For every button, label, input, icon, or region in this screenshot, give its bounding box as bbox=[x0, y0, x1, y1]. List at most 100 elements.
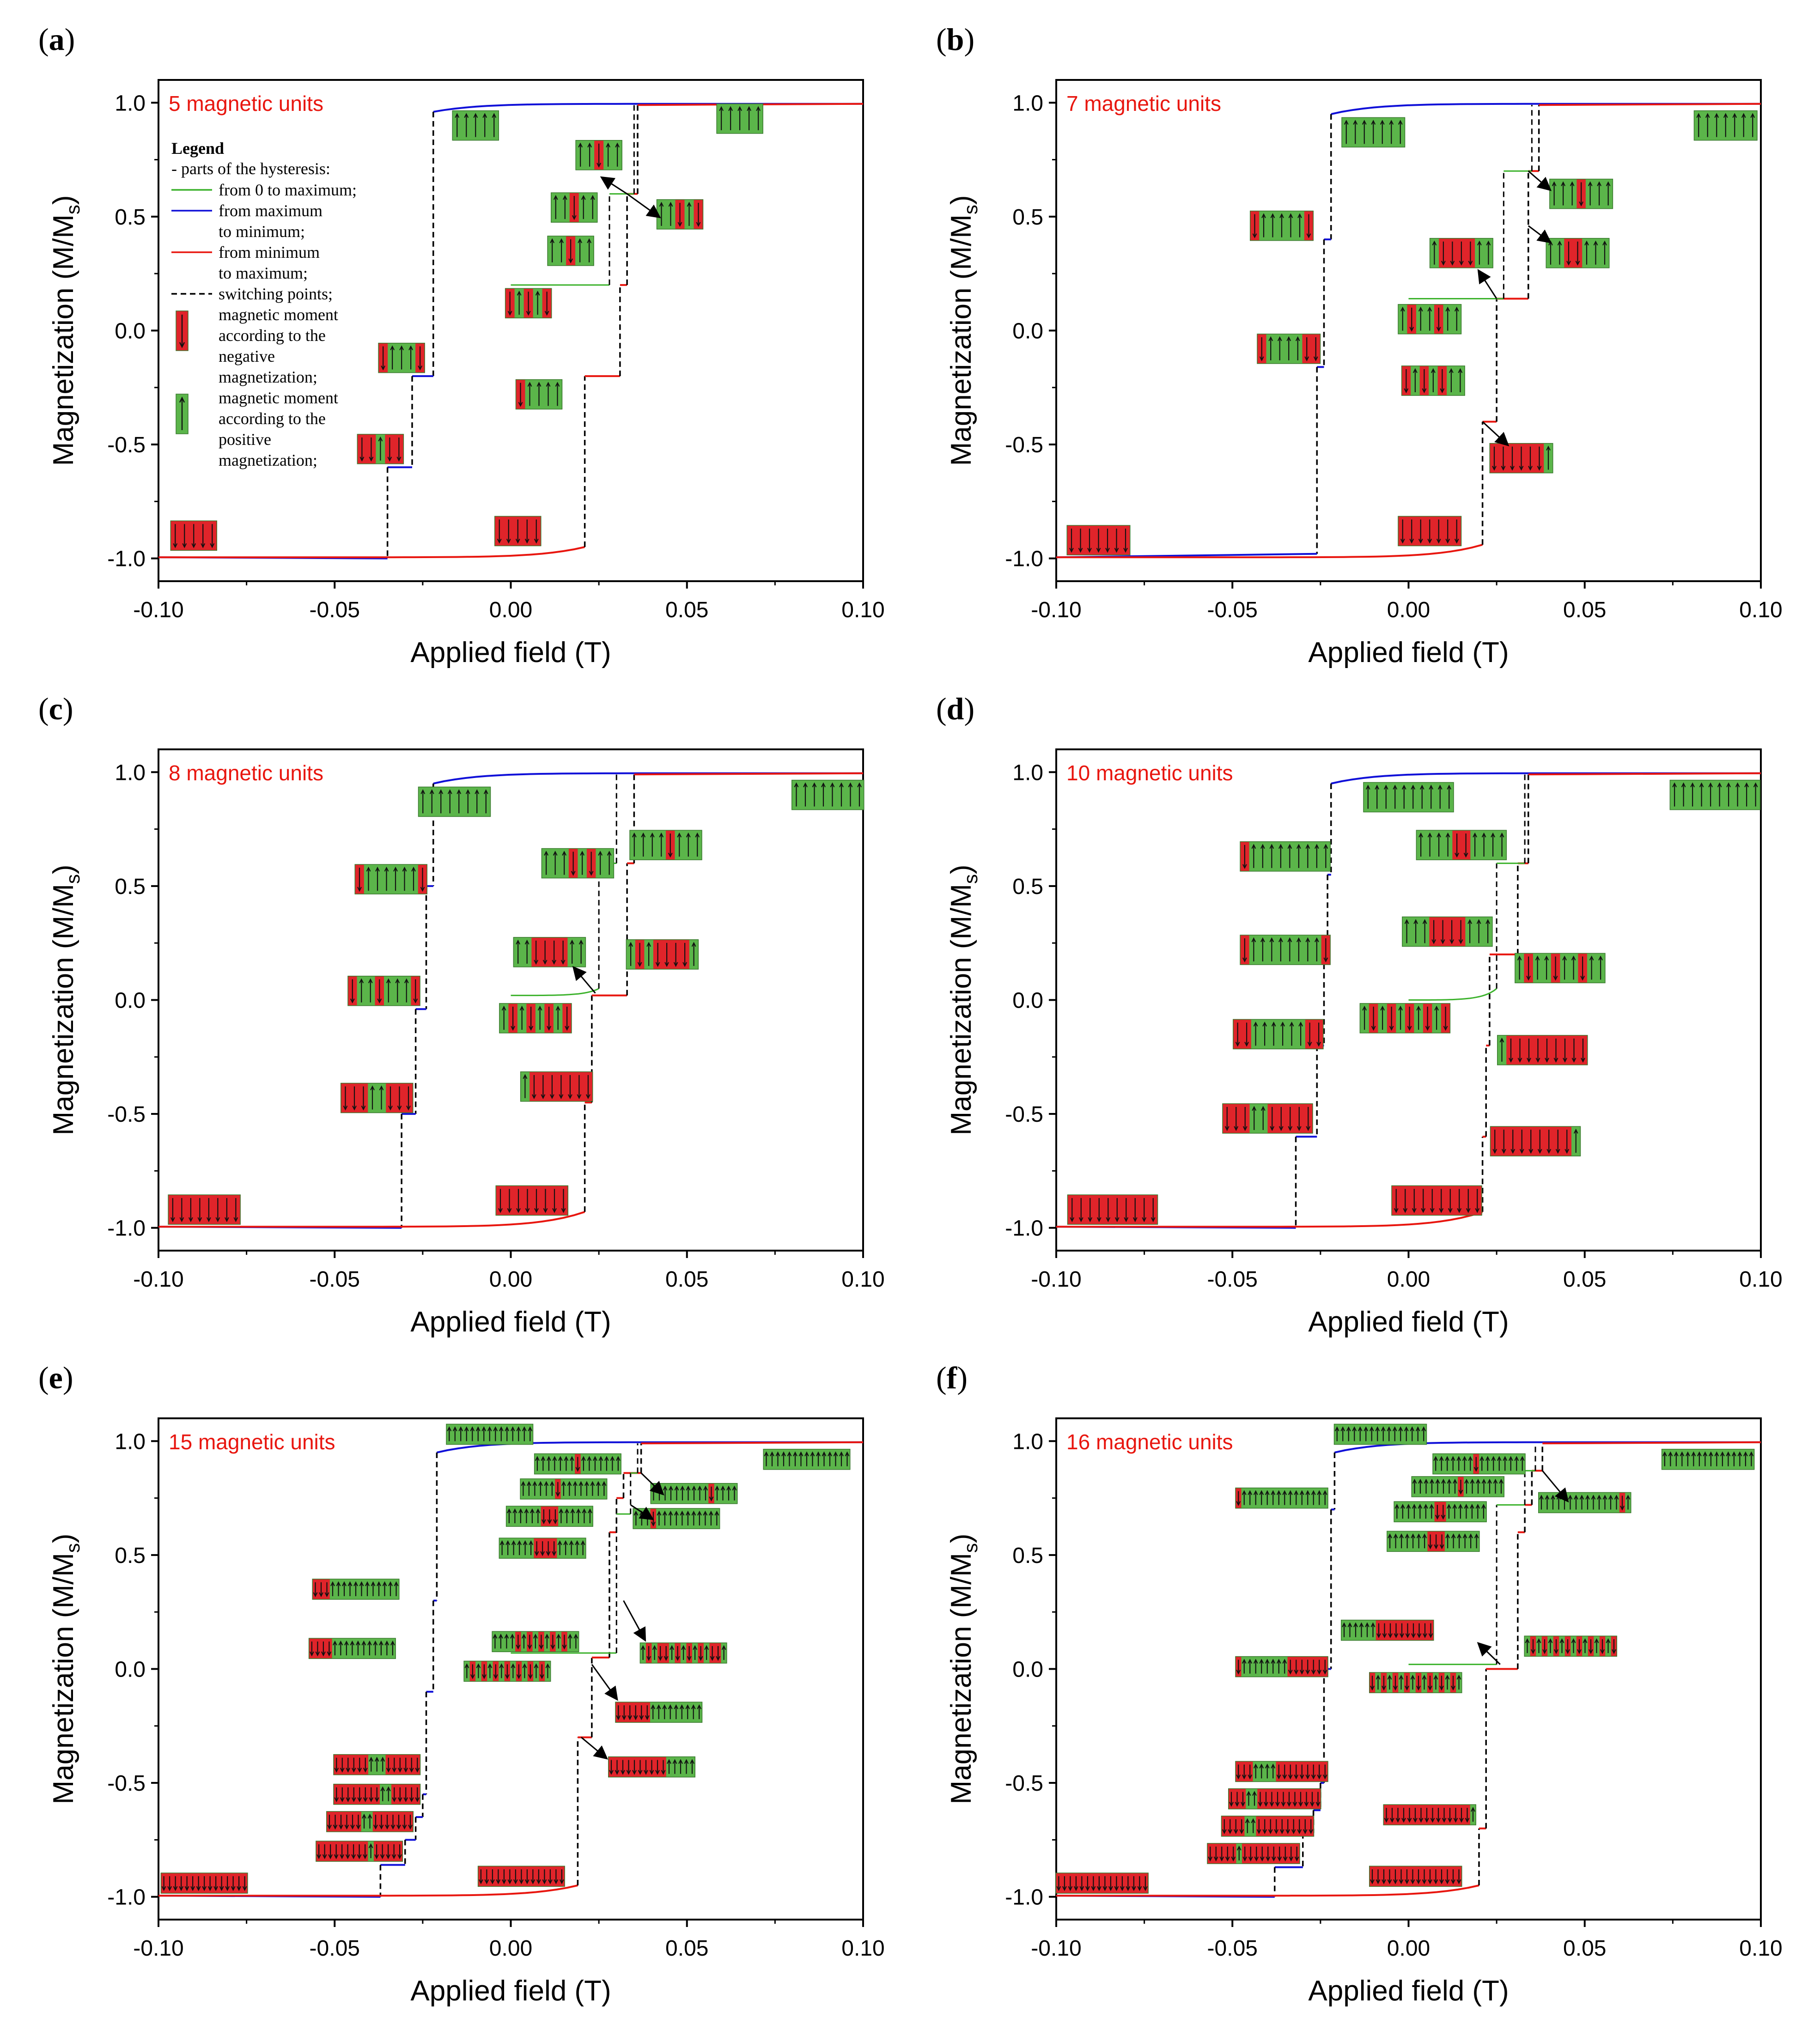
arrow-head-icon bbox=[1422, 1533, 1427, 1538]
arrow-head-icon bbox=[690, 1759, 694, 1764]
arrow-head-icon bbox=[1229, 1802, 1234, 1807]
arrow-head-icon bbox=[1493, 1478, 1498, 1484]
arrow-head-icon bbox=[1462, 1533, 1467, 1538]
arrow-head-icon bbox=[1457, 1208, 1462, 1213]
arrow-head-icon bbox=[1517, 955, 1522, 960]
arrow-head-icon bbox=[1537, 466, 1542, 471]
arrow-head-icon bbox=[1393, 1533, 1398, 1538]
ascending-branch bbox=[158, 546, 585, 559]
arrow-head-icon bbox=[1288, 213, 1293, 219]
arrow-head-icon bbox=[394, 1581, 399, 1586]
arrow-head-icon bbox=[526, 1481, 531, 1486]
arrow-head-icon bbox=[1405, 1879, 1409, 1884]
arrow-head-icon bbox=[572, 1481, 578, 1486]
arrow-head-icon bbox=[1447, 784, 1452, 790]
arrow-head-icon bbox=[190, 1886, 195, 1891]
arrow-head-icon bbox=[1269, 844, 1274, 849]
arrow-head-icon bbox=[1602, 1495, 1607, 1500]
arrow-head-icon bbox=[1394, 1208, 1399, 1213]
x-tick-label: 0.05 bbox=[1563, 598, 1606, 622]
arrow-head-icon bbox=[1265, 1490, 1270, 1495]
arrow-head-icon bbox=[523, 1074, 528, 1079]
arrow-head-icon bbox=[1456, 1456, 1461, 1461]
arrow-head-icon bbox=[526, 310, 531, 316]
moment-config-border bbox=[1055, 1872, 1149, 1894]
arrow-head-icon bbox=[1691, 1451, 1696, 1457]
x-tick-label: -0.10 bbox=[1031, 1936, 1081, 1961]
arrow-head-icon bbox=[530, 1508, 535, 1513]
arrow-head-icon bbox=[1440, 388, 1445, 394]
arrow-head-icon bbox=[559, 1094, 564, 1100]
pointer-arrow bbox=[623, 1600, 646, 1642]
arrow-head-icon bbox=[756, 106, 761, 111]
y-axis-title-subscript: s bbox=[62, 1543, 84, 1553]
x-tick-label: 0.05 bbox=[1563, 1267, 1606, 1292]
moment-config-border bbox=[716, 103, 763, 134]
arrow-head-icon bbox=[340, 1797, 345, 1802]
arrow-head-icon bbox=[386, 1854, 391, 1860]
arrow-head-icon bbox=[674, 1510, 679, 1516]
arrow-head-icon bbox=[632, 1770, 637, 1775]
arrow-head-icon bbox=[633, 1715, 638, 1720]
arrow-head-icon bbox=[1282, 1490, 1287, 1495]
y-tick-label: 0.0 bbox=[1012, 989, 1043, 1013]
arrow-head-icon bbox=[1526, 976, 1531, 981]
arrow-head-icon bbox=[343, 1106, 348, 1111]
arrow-head-icon bbox=[1440, 939, 1445, 944]
arrow-head-icon bbox=[179, 342, 185, 348]
moment-config-border bbox=[1369, 1672, 1462, 1693]
moment-config-border bbox=[1341, 1619, 1434, 1641]
arrow-head-icon bbox=[1259, 1763, 1264, 1769]
arrow-head-icon bbox=[1399, 1879, 1404, 1884]
arrow-head-icon bbox=[1404, 388, 1409, 394]
arrow-head-icon bbox=[1439, 1685, 1444, 1691]
moment-config-border bbox=[551, 192, 598, 223]
arrow-head-icon bbox=[553, 1519, 558, 1525]
arrow-head-icon bbox=[1260, 844, 1265, 849]
arrow-head-icon bbox=[357, 1768, 362, 1773]
moment-config bbox=[1207, 1843, 1300, 1864]
moment-config-border bbox=[1497, 1035, 1588, 1065]
arrow-head-icon bbox=[602, 1481, 607, 1486]
arrow-head-icon bbox=[1450, 1456, 1455, 1461]
arrow-head-icon bbox=[1225, 1856, 1230, 1862]
moment-config-border bbox=[1398, 304, 1462, 334]
arrow-head-icon bbox=[518, 402, 523, 407]
arrow-head-icon bbox=[1525, 1638, 1530, 1643]
x-tick-label: 0.10 bbox=[841, 598, 884, 622]
arrow-head-icon bbox=[1208, 1856, 1213, 1862]
arrow-head-icon bbox=[561, 1481, 566, 1486]
arrow-head-icon bbox=[1445, 539, 1450, 544]
arrow-head-icon bbox=[1259, 1659, 1264, 1664]
arrow-head-icon bbox=[1544, 955, 1549, 960]
moment-config bbox=[763, 1449, 851, 1470]
arrow-head-icon bbox=[1271, 1490, 1276, 1495]
arrow-head-icon bbox=[1431, 939, 1437, 944]
arrow-head-icon bbox=[1279, 213, 1284, 219]
arrow-head-icon bbox=[1418, 539, 1423, 544]
arrow-head-icon bbox=[1473, 832, 1478, 838]
arrow-head-icon bbox=[1242, 1774, 1247, 1780]
arrow-head-icon bbox=[370, 1085, 375, 1091]
arrow-head-icon bbox=[1299, 1490, 1304, 1495]
arrow-head-icon bbox=[719, 106, 724, 111]
moment-config-border bbox=[515, 379, 563, 410]
moment-config bbox=[316, 1841, 403, 1862]
arrow-head-icon bbox=[540, 1551, 545, 1556]
arrow-head-icon bbox=[530, 1879, 536, 1884]
arrow-head-icon bbox=[1344, 120, 1349, 125]
arrow-head-icon bbox=[1371, 120, 1376, 125]
legend: Legend- parts of the hysteresis: from 0 t… bbox=[171, 139, 357, 469]
arrow-head-icon bbox=[1248, 1774, 1253, 1780]
arrow-head-icon bbox=[1410, 1879, 1415, 1884]
y-tick-label: -1.0 bbox=[107, 1216, 146, 1241]
arrow-head-icon bbox=[1449, 368, 1454, 373]
moment-config bbox=[170, 520, 217, 551]
arrow-head-icon bbox=[406, 1106, 411, 1111]
arrow-head-icon bbox=[580, 1540, 585, 1545]
arrow-head-icon bbox=[1451, 1685, 1455, 1691]
ascending-branch bbox=[1542, 1441, 1761, 1445]
arrow-head-icon bbox=[1282, 1659, 1287, 1664]
arrow-head-icon bbox=[420, 887, 425, 892]
arrow-head-icon bbox=[1371, 1026, 1376, 1031]
